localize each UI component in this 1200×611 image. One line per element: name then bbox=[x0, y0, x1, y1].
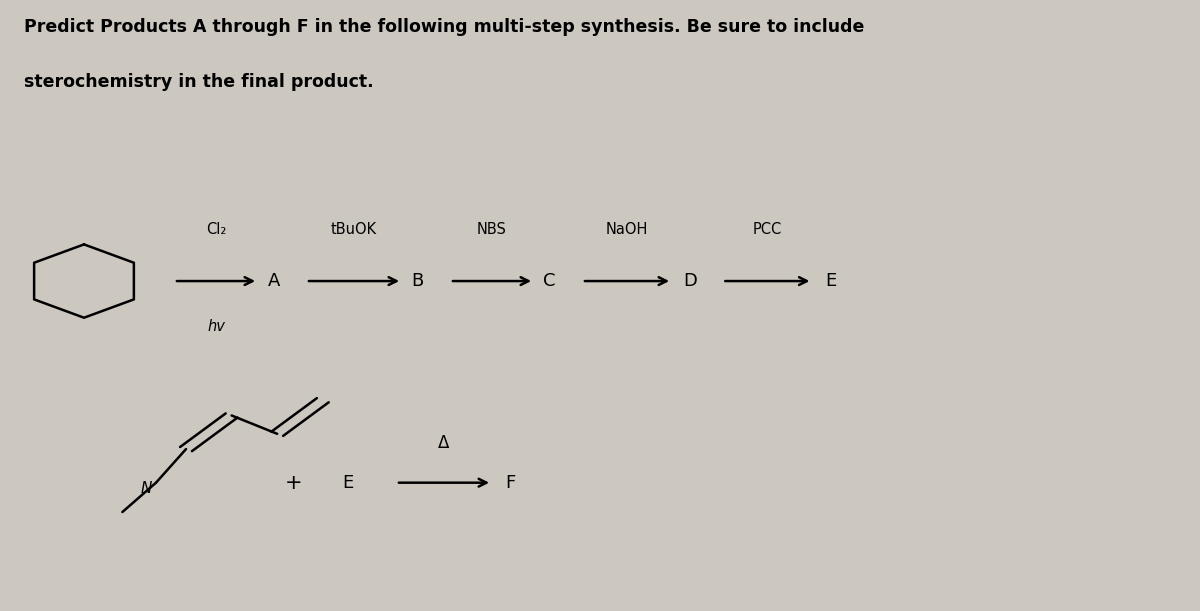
Text: NBS: NBS bbox=[478, 222, 506, 236]
Text: sterochemistry in the final product.: sterochemistry in the final product. bbox=[24, 73, 373, 91]
Text: tBuOK: tBuOK bbox=[331, 222, 377, 236]
Text: F: F bbox=[505, 474, 515, 492]
Text: Δ: Δ bbox=[438, 434, 450, 452]
Text: hv: hv bbox=[208, 320, 224, 334]
Text: N: N bbox=[140, 481, 152, 496]
Text: +: + bbox=[286, 473, 302, 492]
Text: E: E bbox=[824, 272, 836, 290]
Text: Predict Products A through F in the following multi-step synthesis. Be sure to i: Predict Products A through F in the foll… bbox=[24, 18, 864, 36]
Text: C: C bbox=[544, 272, 556, 290]
Text: Cl₂: Cl₂ bbox=[206, 222, 226, 236]
Text: PCC: PCC bbox=[752, 222, 782, 236]
Text: D: D bbox=[683, 272, 697, 290]
Text: E: E bbox=[342, 474, 354, 492]
Text: NaOH: NaOH bbox=[606, 222, 648, 236]
Text: B: B bbox=[412, 272, 424, 290]
Text: A: A bbox=[268, 272, 280, 290]
